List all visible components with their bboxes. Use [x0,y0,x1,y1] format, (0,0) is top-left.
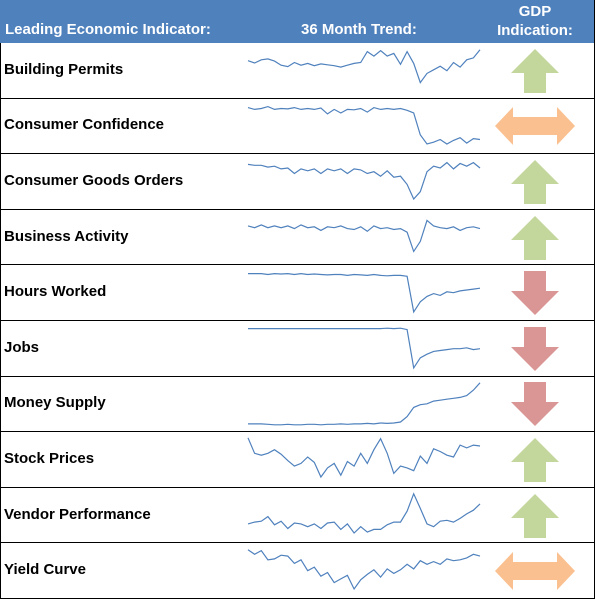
arrow-shape [511,326,559,371]
indicator-row: Vendor Performance [0,488,594,544]
arrow-shape [511,493,559,538]
down-arrow-icon [511,326,559,371]
indicator-label: Business Activity [4,227,129,245]
table-left-border [0,43,1,599]
sparkline [247,492,481,534]
sparkline-path [247,492,481,534]
arrow-shape [511,382,559,427]
indicator-label: Consumer Goods Orders [4,171,184,189]
table-header: Leading Economic Indicator: 36 Month Tre… [0,0,595,43]
indicator-row: Money Supply [0,377,594,433]
sparkline [247,219,481,253]
indicator-row: Hours Worked [0,265,594,321]
indicator-label: Yield Curve [4,561,86,579]
arrow-shape [495,107,575,146]
down-arrow-icon [511,382,559,427]
up-arrow-icon [511,493,559,538]
sparkline [247,549,481,591]
arrow-shape [495,552,575,591]
sparkline-path [248,381,481,425]
down-arrow-icon [511,271,559,316]
double-arrow-icon [495,552,575,591]
up-arrow-icon [511,437,559,482]
indicator-label: Stock Prices [4,449,95,467]
sparkline-path [247,219,481,253]
gdp-column-header: GDP Indication: [480,2,590,40]
sparkline-path [247,49,481,84]
indicator-column-header: Leading Economic Indicator: [5,21,211,38]
arrow-shape [511,215,559,260]
arrow-shape [511,437,559,482]
sparkline-path [247,105,481,145]
gdp-header-line2: Indication: [497,22,573,39]
sparkline [248,327,481,370]
indicator-label: Consumer Confidence [4,116,165,134]
double-arrow-icon [495,107,575,146]
indicator-label: Hours Worked [4,283,107,301]
arrow-shape [511,271,559,316]
up-arrow-icon [511,48,559,93]
indicator-label: Building Permits [4,60,124,78]
indicator-row: Consumer Goods Orders [0,154,594,210]
indicator-row: Jobs [0,321,594,377]
up-arrow-icon [511,215,559,260]
sparkline [248,381,481,425]
sparkline-path [247,161,481,201]
trend-column-header: 36 Month Trend: [301,21,417,38]
arrow-shape [511,48,559,93]
sparkline-path [248,273,481,314]
sparkline [247,105,481,145]
sparkline [247,49,481,84]
gdp-header-line1: GDP [518,3,552,20]
sparkline [247,437,481,479]
indicator-row: Stock Prices [0,432,594,488]
arrow-shape [511,159,559,204]
indicator-label: Vendor Performance [4,505,151,523]
indicator-label: Money Supply [4,394,106,412]
sparkline [247,161,481,201]
indicator-label: Jobs [4,338,40,356]
indicator-row: Building Permits [0,43,594,99]
sparkline-path [247,437,481,479]
sparkline [248,273,481,314]
indicator-row: Consumer Confidence [0,99,594,155]
indicator-row: Yield Curve [0,543,594,599]
sparkline-path [247,549,481,591]
indicator-row: Business Activity [0,210,594,266]
sparkline-path [248,327,481,370]
up-arrow-icon [511,159,559,204]
